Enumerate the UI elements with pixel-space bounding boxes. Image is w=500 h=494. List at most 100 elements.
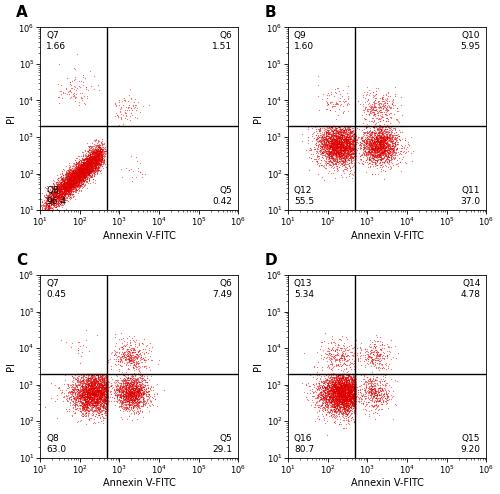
Point [128, 397, 136, 405]
Point [140, 391, 147, 399]
Point [352, 374, 360, 382]
Point [342, 389, 349, 397]
Point [130, 396, 138, 404]
Point [138, 390, 146, 398]
Point [60, 393, 68, 401]
Point [94, 389, 102, 397]
Point [77, 385, 85, 393]
Point [370, 129, 378, 137]
Point [75, 152, 83, 160]
Point [60, 180, 68, 188]
Point [50, 184, 58, 192]
Point [84, 147, 92, 155]
Point [336, 141, 344, 149]
Point [80, 165, 88, 173]
Point [334, 137, 342, 145]
Point [86, 393, 94, 401]
Point [88, 399, 96, 407]
Point [58, 181, 66, 189]
Point [323, 405, 331, 413]
Point [52, 189, 60, 197]
Point [90, 388, 98, 396]
Point [62, 177, 70, 185]
Point [374, 155, 382, 163]
Point [378, 113, 386, 121]
Point [340, 347, 348, 355]
Point [330, 160, 338, 168]
Point [98, 141, 106, 149]
Point [365, 150, 373, 158]
Point [66, 185, 74, 193]
Point [50, 197, 58, 205]
Point [386, 140, 394, 148]
Point [74, 182, 82, 190]
Point [73, 390, 81, 398]
Point [104, 401, 112, 409]
Point [340, 380, 348, 388]
Point [336, 388, 344, 396]
Point [48, 199, 56, 206]
Point [325, 147, 333, 155]
Point [63, 177, 71, 185]
Point [78, 168, 86, 176]
Point [348, 138, 356, 146]
Point [352, 386, 360, 394]
Point [337, 390, 345, 398]
Point [63, 190, 71, 198]
Point [58, 197, 66, 205]
Point [58, 168, 66, 176]
Point [343, 373, 351, 381]
Point [136, 371, 144, 379]
Point [90, 172, 98, 180]
Point [346, 132, 354, 140]
Point [77, 173, 85, 181]
Point [64, 176, 72, 184]
Point [92, 395, 100, 403]
Point [80, 379, 88, 387]
Point [328, 151, 336, 159]
Point [132, 394, 140, 402]
Point [128, 384, 136, 392]
Point [342, 393, 350, 401]
Point [130, 354, 138, 362]
Point [104, 390, 112, 398]
Point [396, 158, 404, 166]
Point [352, 394, 360, 402]
Point [62, 169, 70, 177]
Point [384, 153, 392, 161]
Point [109, 383, 117, 391]
Point [89, 150, 97, 158]
Point [125, 383, 133, 391]
Point [322, 382, 330, 390]
Point [400, 153, 407, 161]
Point [91, 389, 99, 397]
Point [352, 397, 360, 405]
Point [52, 190, 60, 198]
Point [376, 154, 384, 162]
Point [332, 150, 340, 158]
Point [325, 400, 333, 408]
Point [128, 336, 136, 344]
Point [346, 145, 354, 153]
Point [114, 378, 122, 386]
Point [102, 386, 110, 394]
Point [321, 140, 329, 148]
Point [84, 381, 92, 389]
Point [128, 385, 136, 393]
Point [104, 386, 112, 394]
Point [364, 141, 372, 149]
Point [133, 374, 141, 382]
Point [95, 157, 103, 165]
Point [97, 392, 105, 400]
Point [114, 396, 122, 404]
Point [104, 400, 112, 408]
Point [92, 146, 100, 154]
Point [85, 159, 93, 166]
Point [82, 382, 90, 390]
Point [54, 187, 62, 195]
Point [336, 395, 344, 403]
Point [59, 173, 67, 181]
Point [70, 165, 78, 172]
Point [352, 374, 360, 382]
Point [334, 132, 342, 140]
